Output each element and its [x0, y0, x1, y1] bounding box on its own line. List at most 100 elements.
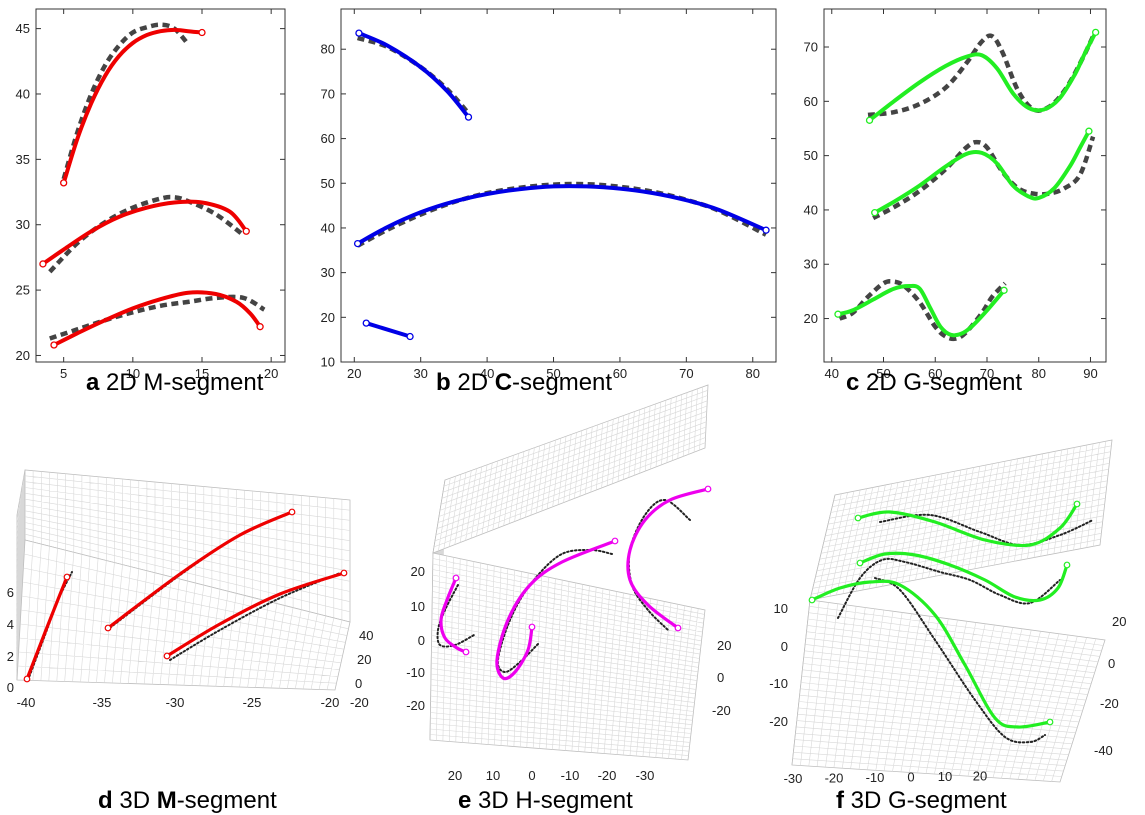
fitted-curve	[867, 30, 1098, 123]
endpoint-marker	[871, 209, 879, 217]
endpoint-marker	[528, 623, 536, 631]
reference-curve-dashed	[49, 294, 266, 341]
endpoint-marker	[288, 508, 296, 516]
y-tick-label: 35	[16, 152, 30, 167]
fitted-curve	[836, 283, 1007, 338]
endpoint-marker	[256, 323, 264, 331]
d-back-wall-left-gridlines	[16, 472, 26, 675]
x-tick-label: 60	[928, 366, 942, 381]
y-tick-label: -20	[1100, 696, 1119, 711]
fitted-curve	[872, 129, 1091, 215]
y-tick-label: 30	[804, 257, 818, 272]
x-tick-label: 40	[825, 366, 839, 381]
caption-c: c 2D G-segment	[846, 369, 1022, 397]
y-tick-label: 0	[717, 670, 724, 685]
f-floor-gridlines	[792, 601, 1104, 782]
reference-curve-dotted	[436, 584, 475, 648]
caption-b-letter: b	[436, 369, 451, 396]
endpoint-marker	[406, 332, 414, 341]
e-floor-gridlines	[430, 554, 705, 760]
x-tick-label: 5	[60, 366, 67, 381]
x-tick-label: 60	[613, 366, 627, 381]
y-tick-label: 40	[804, 202, 818, 217]
x-tick-label: -10	[561, 768, 580, 783]
endpoint-marker	[340, 569, 348, 577]
endpoint-marker	[23, 675, 31, 683]
y-tick-label: 40	[359, 628, 373, 643]
y-tick-label: 20	[357, 652, 371, 667]
x-tick-label: -30	[784, 771, 803, 786]
caption-f-prefix: 3D	[844, 787, 889, 814]
fitted-curve	[61, 27, 204, 185]
endpoint-marker	[353, 239, 362, 248]
endpoint-marker	[1092, 28, 1100, 37]
x-tick-label: -25	[243, 695, 262, 710]
y-tick-label: 20	[16, 348, 30, 363]
caption-a-suffix: M-segment	[143, 369, 264, 396]
fitted-curve-3d	[165, 571, 346, 658]
y-tick-label: 50	[804, 148, 818, 163]
z-tick-label: -20	[406, 698, 425, 713]
y-tick-label: 70	[321, 86, 335, 101]
x-tick-label: 30	[413, 366, 427, 381]
x-tick-label: -40	[17, 695, 36, 710]
endpoint-marker	[63, 573, 71, 581]
e-back-wall-gridlines	[433, 386, 708, 551]
fitted-curve-3d	[439, 576, 468, 654]
caption-e: e 3D H-segment	[458, 787, 633, 815]
fitted-curve	[40, 199, 249, 266]
z-tick-label: 10	[411, 599, 425, 614]
caption-e-suffix: H-segment	[515, 787, 633, 814]
fitted-curve	[364, 321, 413, 339]
y-tick-label: 0	[1108, 656, 1115, 671]
x-tick-label: 20	[973, 769, 987, 784]
x-tick-label: -30	[636, 768, 655, 783]
x-tick-label: -20	[825, 771, 844, 786]
caption-a: a 2D M-segment	[86, 369, 263, 397]
x-tick-label: 15	[195, 366, 209, 381]
x-tick-label: 10	[486, 768, 500, 783]
y-tick-label: 60	[804, 94, 818, 109]
panel-e-3d-h-segment: 20 10 0 -10 -20 -30 20 0 -20 20 10 0 -10 -20	[406, 384, 731, 783]
endpoint-marker	[1046, 718, 1054, 726]
x-tick-label: 20	[347, 366, 361, 381]
z-tick-label: 2	[7, 649, 14, 664]
z-tick-label: -10	[769, 676, 788, 691]
endpoint-marker	[834, 310, 842, 318]
y-tick-label: 0	[355, 676, 362, 691]
y-tick-label: 50	[321, 176, 335, 191]
x-tick-label: 0	[528, 768, 535, 783]
panel-a-2d-m-segment: 5 10 15 20 20 25 30 35 40 45	[16, 8, 286, 381]
y-tick-label: 10	[321, 355, 335, 370]
fitted-curve-3d	[25, 575, 69, 681]
fitted-curve-3d	[626, 487, 710, 630]
fitted-curve	[355, 184, 768, 246]
y-tick-label: 70	[804, 40, 818, 55]
x-tick-label: -35	[93, 695, 112, 710]
endpoint-marker	[163, 652, 171, 660]
y-tick-label: 20	[321, 310, 335, 325]
y-tick-label: 20	[717, 638, 731, 653]
f-back-wall-gridlines	[811, 441, 1112, 599]
y-tick-label: 20	[804, 311, 818, 326]
x-tick-label: 70	[679, 366, 693, 381]
reference-curve-dotted	[837, 557, 1061, 619]
f-floor-plane	[791, 599, 1106, 783]
y-tick-label: -20	[350, 695, 369, 710]
z-tick-label: 0	[7, 680, 14, 695]
fitted-curve-3d	[495, 539, 617, 681]
caption-e-letter: e	[458, 787, 472, 814]
x-tick-label: 80	[1031, 366, 1045, 381]
y-tick-label: 40	[16, 86, 30, 101]
x-tick-label: 20	[264, 366, 278, 381]
fitted-curve-3d	[810, 579, 1052, 729]
caption-e-prefix: 3D	[471, 787, 516, 814]
endpoint-marker	[611, 537, 619, 545]
endpoint-marker	[50, 341, 58, 349]
y-tick-label: -20	[712, 703, 731, 718]
endpoint-marker	[854, 514, 862, 522]
endpoint-marker	[856, 559, 864, 567]
caption-f-letter: f	[836, 787, 844, 814]
x-tick-label: 10	[126, 366, 140, 381]
